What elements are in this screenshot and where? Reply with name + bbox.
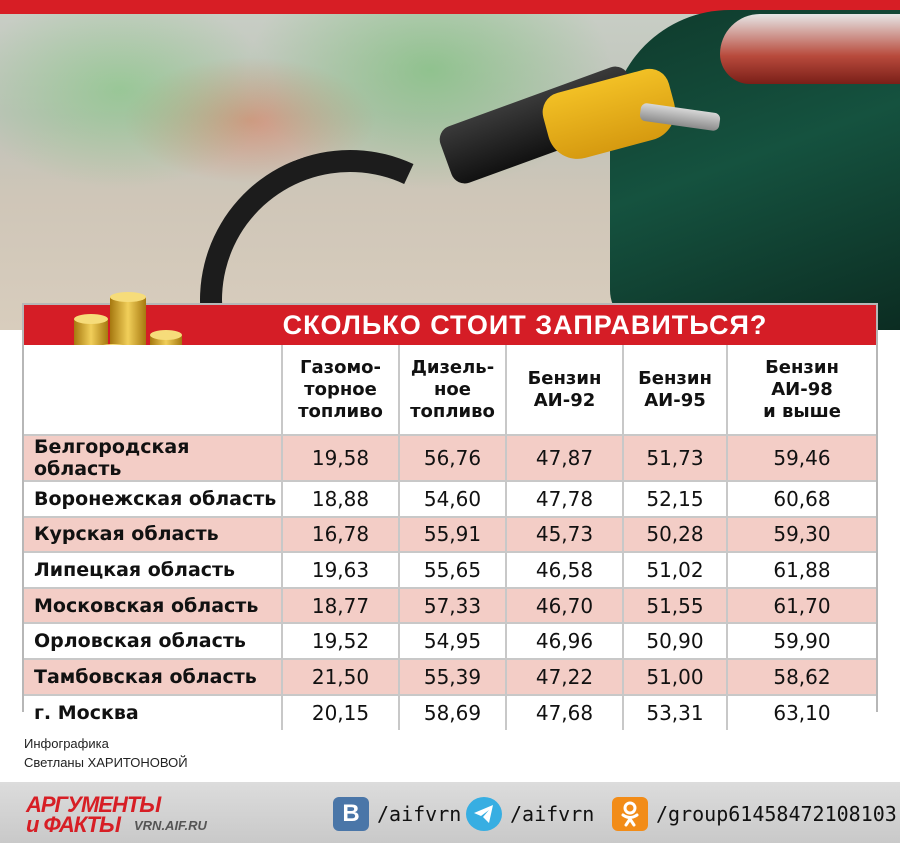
price-cell: 51,02	[622, 551, 727, 588]
header-ai92: Бензин АИ-92	[505, 345, 623, 435]
logo-site[interactable]: VRN.AIF.RU	[134, 818, 207, 833]
price-cell: 47,68	[505, 693, 623, 731]
price-cell: 47,22	[505, 657, 623, 695]
table-row: г. Москва 20,15 58,69 47,68 53,31 63,10	[24, 693, 876, 731]
price-cell: 55,65	[398, 551, 506, 588]
price-cell: 18,88	[281, 480, 399, 517]
credit-line-1: Инфографика	[24, 736, 109, 751]
price-cell: 55,39	[398, 657, 506, 695]
vk-handle[interactable]: /aifvrn	[377, 802, 462, 826]
price-cell: 60,68	[726, 480, 876, 517]
price-cell: 45,73	[505, 515, 623, 553]
price-cell: 63,10	[726, 693, 876, 731]
price-cell: 54,95	[398, 622, 506, 659]
table-row: Воронежская область 18,88 54,60 47,78 52…	[24, 480, 876, 517]
telegram-link[interactable]: /aifvrn	[466, 797, 594, 831]
aif-logo[interactable]: АРГУМЕНТЫ и ФАКТЫ VRN.AIF.RU	[26, 792, 256, 837]
table-row: Липецкая область 19,63 55,65 46,58 51,02…	[24, 551, 876, 588]
telegram-icon	[466, 797, 502, 831]
fuel-price-table: Газомо-торное топливо Дизель-ное топливо Б…	[24, 345, 876, 731]
price-cell: 47,87	[505, 434, 623, 481]
price-cell: 55,91	[398, 515, 506, 553]
region-name: Липецкая область	[24, 551, 282, 588]
table-row: Курская область 16,78 55,91 45,73 50,28 …	[24, 515, 876, 553]
table-row: Белгородская область 19,58 56,76 47,87 5…	[24, 434, 876, 481]
price-cell: 50,90	[622, 622, 727, 659]
price-cell: 54,60	[398, 480, 506, 517]
odnoklassniki-link[interactable]: /group61458472108103	[612, 797, 897, 831]
table-row: Тамбовская область 21,50 55,39 47,22 51,…	[24, 657, 876, 695]
price-cell: 19,63	[281, 551, 399, 588]
price-cell: 47,78	[505, 480, 623, 517]
region-name: Воронежская область	[24, 480, 282, 517]
price-cell: 50,28	[622, 515, 727, 553]
telegram-handle[interactable]: /aifvrn	[510, 802, 595, 826]
car-taillight	[720, 14, 900, 84]
price-cell: 20,15	[281, 693, 399, 731]
region-name: г. Москва	[24, 693, 282, 731]
price-cell: 51,73	[622, 434, 727, 481]
logo-line-2: и ФАКТЫ	[26, 812, 121, 837]
price-cell: 59,30	[726, 515, 876, 553]
price-cell: 46,96	[505, 622, 623, 659]
odnoklassniki-icon	[612, 797, 648, 831]
table-header-row: Газомо-торное топливо Дизель-ное топливо Б…	[24, 345, 876, 435]
price-cell: 53,31	[622, 693, 727, 731]
odnoklassniki-handle[interactable]: /group61458472108103	[656, 802, 897, 826]
header-gas: Газомо-торное топливо	[281, 345, 399, 435]
price-cell: 16,78	[281, 515, 399, 553]
fuel-nozzle-photo	[0, 0, 900, 330]
price-cell: 52,15	[622, 480, 727, 517]
price-cell: 46,70	[505, 586, 623, 624]
price-table-panel: СКОЛЬКО СТОИТ ЗАПРАВИТЬСЯ?	[22, 292, 878, 731]
table-row: Орловская область 19,52 54,95 46,96 50,9…	[24, 622, 876, 659]
infographic-credit: Инфографика Светланы ХАРИТОНОВОЙ	[24, 734, 188, 772]
footer-bar: АРГУМЕНТЫ и ФАКТЫ VRN.AIF.RU B /aifvrn /…	[0, 782, 900, 843]
top-red-stripe	[0, 0, 900, 14]
region-name: Тамбовская область	[24, 657, 282, 695]
vk-icon: B	[333, 797, 369, 831]
price-cell: 46,58	[505, 551, 623, 588]
price-cell: 19,58	[281, 434, 399, 481]
logo-line-1: АРГУМЕНТЫ	[26, 792, 161, 817]
table-row: Московская область 18,77 57,33 46,70 51,…	[24, 586, 876, 624]
price-cell: 58,62	[726, 657, 876, 695]
price-cell: 56,76	[398, 434, 506, 481]
price-cell: 59,90	[726, 622, 876, 659]
price-cell: 59,46	[726, 434, 876, 481]
price-cell: 21,50	[281, 657, 399, 695]
price-cell: 19,52	[281, 622, 399, 659]
credit-line-2: Светланы ХАРИТОНОВОЙ	[24, 755, 188, 770]
header-ai95: Бензин АИ-95	[622, 345, 727, 435]
region-name: Курская область	[24, 515, 282, 553]
price-cell: 18,77	[281, 586, 399, 624]
price-cell: 61,88	[726, 551, 876, 588]
price-cell: 51,55	[622, 586, 727, 624]
header-ai98: Бензин АИ-98 и выше	[726, 345, 876, 435]
price-cell: 61,70	[726, 586, 876, 624]
price-cell: 51,00	[622, 657, 727, 695]
header-diesel: Дизель-ное топливо	[398, 345, 506, 435]
region-name: Белгородская область	[24, 434, 282, 481]
header-blank	[24, 345, 282, 435]
price-cell: 57,33	[398, 586, 506, 624]
region-name: Орловская область	[24, 622, 282, 659]
region-name: Московская область	[24, 586, 282, 624]
vk-link[interactable]: B /aifvrn	[333, 797, 461, 831]
price-cell: 58,69	[398, 693, 506, 731]
